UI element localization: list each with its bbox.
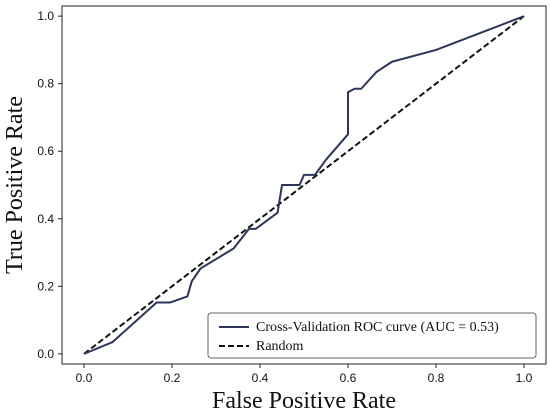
plot-area bbox=[61, 5, 547, 365]
legend-label-roc: Cross-Validation ROC curve (AUC = 0.53) bbox=[256, 320, 499, 335]
x-tick-label: 0.8 bbox=[428, 371, 445, 385]
x-tick-label: 0.2 bbox=[164, 371, 181, 385]
y-tick-label: 0.8 bbox=[37, 77, 54, 91]
y-tick-label: 0.4 bbox=[37, 212, 54, 226]
roc-curve-line bbox=[83, 15, 525, 355]
y-tick-label: 0.6 bbox=[37, 144, 54, 158]
legend: Cross-Validation ROC curve (AUC = 0.53) … bbox=[207, 312, 537, 359]
x-tick-label: 0.6 bbox=[340, 371, 357, 385]
y-tick-label: 0.2 bbox=[37, 279, 54, 293]
y-tick-label: 0.0 bbox=[37, 347, 54, 361]
random-baseline-line bbox=[83, 15, 525, 355]
y-axis-title: True Positive Rate bbox=[2, 96, 28, 274]
x-tick-label: 1.0 bbox=[516, 371, 533, 385]
legend-box bbox=[207, 312, 537, 359]
series-layer bbox=[83, 15, 525, 355]
x-axis-title: False Positive Rate bbox=[212, 388, 396, 414]
y-tick-label: 1.0 bbox=[37, 9, 54, 23]
x-tick-label: 0.0 bbox=[76, 371, 93, 385]
x-tick-label: 0.4 bbox=[252, 371, 269, 385]
axis-ticks: 0.0 0.2 0.4 0.6 0.8 1.0 0.0 0.2 0.4 0.6 0.8 1.0 bbox=[37, 9, 532, 385]
legend-label-random: Random bbox=[256, 339, 304, 354]
